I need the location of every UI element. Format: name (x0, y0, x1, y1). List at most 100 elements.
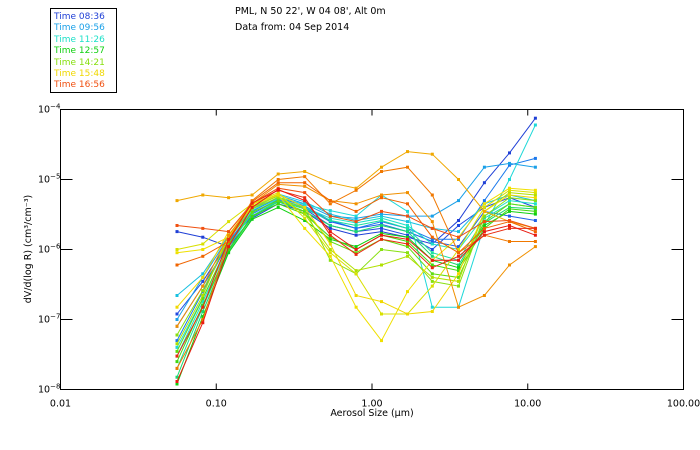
data-point (508, 178, 511, 181)
data-point (406, 290, 409, 294)
data-point (250, 205, 254, 209)
data-point (201, 296, 205, 300)
data-point (354, 269, 358, 273)
legend-entry: Time 12:57 (54, 46, 105, 57)
y-axis-title: dV/d(log R) (cm³/cm⁻³) (23, 195, 34, 304)
data-point (380, 339, 383, 343)
chart-subtitle: Data from: 04 Sep 2014 (235, 22, 350, 33)
data-point (533, 240, 537, 243)
data-point (276, 182, 280, 186)
data-point (482, 294, 486, 297)
data-point (276, 181, 280, 185)
legend-entry: Time 08:36 (54, 12, 105, 22)
data-point (430, 226, 434, 230)
data-point (227, 251, 231, 255)
data-point (201, 318, 205, 321)
data-point (430, 248, 434, 251)
data-point (430, 242, 434, 246)
data-point (328, 219, 332, 222)
data-point (406, 254, 409, 258)
data-point (175, 360, 179, 364)
data-point (201, 235, 205, 239)
data-point (328, 209, 332, 213)
data-point (508, 193, 511, 197)
data-point (430, 258, 434, 262)
data-point (406, 220, 409, 224)
data-point (457, 248, 460, 251)
data-point (380, 224, 383, 227)
data-point (482, 199, 486, 203)
data-point (175, 375, 179, 379)
data-point (303, 199, 307, 203)
data-point (406, 251, 409, 255)
data-point (457, 245, 460, 249)
data-point (380, 300, 383, 304)
data-point (533, 156, 537, 160)
data-point (227, 245, 231, 249)
data-point (354, 226, 358, 230)
data-point (354, 216, 358, 220)
data-point (354, 233, 358, 237)
data-point (276, 202, 280, 206)
data-point (276, 192, 280, 196)
data-point (250, 201, 254, 205)
data-point (328, 216, 332, 220)
data-point (430, 235, 434, 239)
data-point (201, 275, 205, 279)
data-point (406, 233, 409, 237)
data-point (227, 248, 231, 251)
data-point (430, 275, 434, 279)
data-point (328, 226, 332, 230)
y-tick-label: 10−7 (38, 313, 60, 326)
data-point (380, 233, 383, 237)
data-point (533, 193, 537, 197)
data-point (201, 289, 205, 292)
data-point (406, 312, 409, 316)
data-point (276, 196, 280, 200)
data-point (380, 230, 383, 234)
data-point (380, 263, 383, 267)
data-point (380, 193, 383, 197)
data-point (533, 226, 537, 230)
data-point (303, 212, 307, 216)
chart-title: PML, N 50 22', W 04 08', Alt 0m (235, 6, 386, 17)
data-point (303, 170, 307, 173)
data-point (406, 245, 409, 249)
data-point (533, 165, 537, 169)
data-point (328, 230, 332, 234)
data-point (354, 248, 358, 251)
data-point (175, 199, 179, 203)
data-point (482, 233, 486, 237)
data-point (354, 214, 358, 218)
y-tick-label: 10−5 (38, 173, 60, 186)
data-point (457, 230, 460, 234)
data-point (354, 272, 358, 276)
data-point (328, 254, 332, 258)
data-point (430, 251, 434, 255)
data-point (303, 191, 307, 195)
data-point (175, 354, 179, 358)
data-point (328, 248, 332, 251)
data-point (354, 202, 358, 206)
data-point (201, 242, 205, 246)
data-point (508, 163, 511, 167)
data-point (508, 219, 511, 222)
data-point (303, 226, 307, 230)
data-point (380, 209, 383, 213)
series-layer (175, 116, 537, 386)
data-point (457, 263, 460, 267)
data-point (354, 224, 358, 227)
data-point (457, 266, 460, 270)
data-point (175, 339, 179, 343)
ticks-layer: 0.01 0.10 1.00 10.00 100.00 10−4 10−5 10−6 10−7 1… (38, 103, 700, 410)
data-point (508, 161, 511, 165)
data-point (406, 235, 409, 239)
data-point (250, 217, 254, 221)
legend-entry: Time 16:56 (54, 80, 105, 91)
data-point (508, 202, 511, 206)
data-point (406, 209, 409, 213)
data-point (276, 188, 280, 191)
data-point (380, 219, 383, 222)
data-point (457, 275, 460, 279)
data-point (533, 205, 537, 209)
